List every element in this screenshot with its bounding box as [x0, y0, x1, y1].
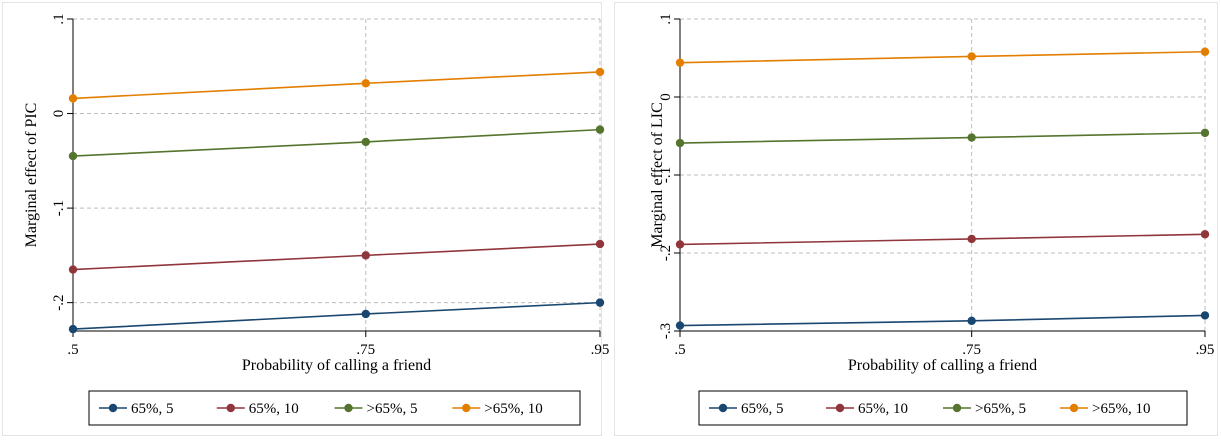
series-line-2	[72, 243, 601, 271]
data-point	[1200, 311, 1210, 320]
data-point	[967, 234, 976, 244]
y-tick-label: 0	[658, 93, 674, 101]
data-point	[595, 239, 605, 249]
data-point	[675, 321, 685, 330]
data-point	[68, 94, 78, 103]
legend-swatch-marker	[1069, 403, 1079, 413]
series-line-3	[679, 132, 1206, 144]
x-axis-title: Probability of calling a friend	[242, 357, 431, 374]
chart-panel-1: .1 0 -.1 -.2 .5 .75 .95 Marginal effect of PIC P…	[23, 13, 610, 426]
data-point	[1200, 47, 1210, 56]
data-point	[675, 240, 685, 249]
legend-swatch-marker	[952, 403, 962, 413]
data-point	[967, 52, 976, 61]
y-tick-label: .1	[51, 13, 67, 24]
x-tick-label: .95	[1196, 342, 1215, 358]
data-point	[595, 125, 605, 134]
data-point	[361, 251, 370, 260]
series-line-3	[72, 128, 601, 157]
data-point	[967, 133, 976, 142]
y-axis-title: Marginal effect of PIC	[23, 103, 40, 248]
data-point	[675, 58, 685, 67]
series-line-1	[72, 301, 601, 330]
data-point	[967, 316, 976, 326]
x-tick-label: .75	[962, 342, 981, 358]
legend-label: 65%, 5	[131, 401, 174, 417]
legend-label: 65%, 10	[249, 401, 299, 417]
data-point	[595, 67, 605, 77]
legend-label: 65%, 10	[858, 401, 908, 417]
legend-label: >65%, 10	[484, 401, 542, 417]
legend-swatch-marker	[718, 403, 728, 413]
data-point	[361, 137, 370, 147]
legend-label: >65%, 5	[975, 401, 1026, 417]
data-point	[675, 138, 685, 148]
y-tick-label: -.3	[658, 323, 674, 339]
series-line-1	[679, 314, 1206, 327]
right-panel-frame	[614, 2, 1218, 436]
data-point	[68, 265, 78, 274]
data-point	[68, 151, 78, 161]
legend-swatch-marker	[226, 403, 235, 413]
data-point	[68, 324, 78, 334]
y-tick-label: .1	[658, 13, 674, 24]
x-tick-label: .75	[356, 342, 375, 358]
x-tick-label: .95	[591, 342, 610, 358]
series-line-2	[679, 233, 1206, 246]
series-line-4	[72, 71, 601, 100]
legend-swatch-marker	[344, 403, 353, 413]
data-point	[1200, 230, 1210, 239]
legend-swatch-marker	[835, 403, 845, 413]
x-tick-label: .5	[674, 342, 685, 358]
data-point	[361, 309, 370, 319]
legend-label: >65%, 10	[1092, 401, 1150, 417]
legend-swatch-marker	[108, 403, 118, 413]
series-line-4	[679, 50, 1206, 64]
y-tick-label: -.2	[658, 245, 674, 261]
data-point	[595, 298, 605, 307]
left-panel-frame	[2, 2, 602, 436]
y-tick-label: -.1	[658, 167, 674, 183]
data-point	[361, 79, 370, 88]
y-tick-label: -.2	[51, 295, 67, 311]
legend-label: 65%, 5	[741, 401, 784, 417]
legend-label: >65%, 5	[367, 401, 418, 417]
legend-swatch-marker	[462, 403, 471, 413]
y-tick-label: 0	[51, 110, 67, 118]
y-axis-title: Marginal effect of LIC	[649, 102, 666, 248]
x-tick-label: .5	[67, 342, 78, 358]
y-tick-label: -.1	[51, 200, 67, 216]
data-point	[1200, 128, 1210, 138]
x-axis-title: Probability of calling a friend	[848, 357, 1037, 374]
chart-panel-2: .1 0 -.1 -.2 -.3.5 .75 .95 Marginal effect of L…	[649, 13, 1215, 426]
